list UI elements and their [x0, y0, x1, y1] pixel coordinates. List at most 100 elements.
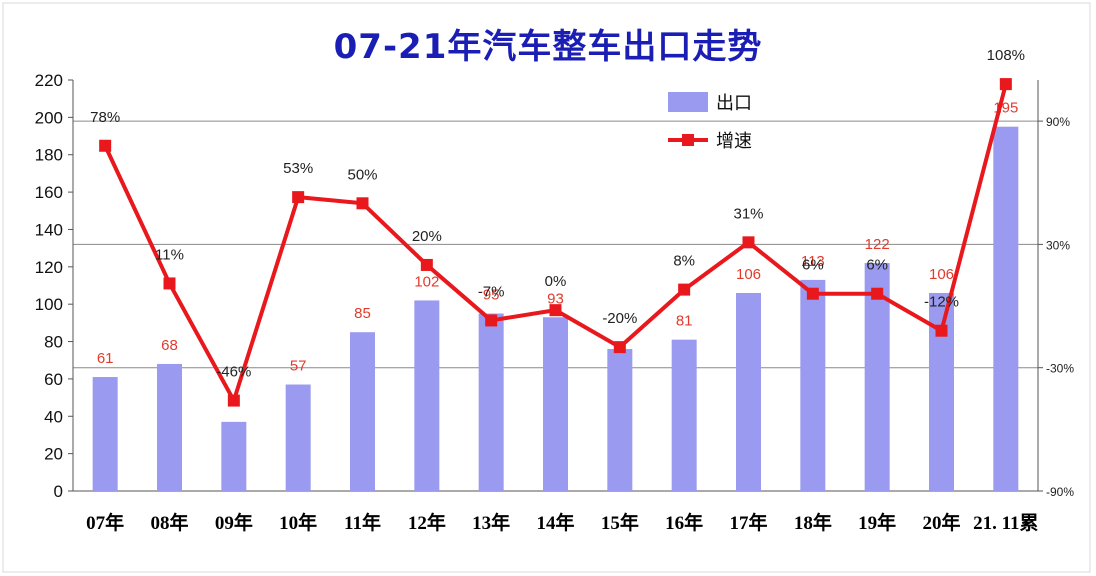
left-tick-label: 120: [35, 258, 63, 277]
bar-value-label: 106: [929, 266, 954, 283]
bar-value-label: 57: [290, 358, 307, 375]
line-marker: [292, 191, 305, 204]
line-marker: [935, 324, 948, 337]
right-tick-label: 30%: [1046, 238, 1070, 252]
category-label: 18年: [794, 511, 832, 534]
line-value-label: 31%: [733, 205, 763, 222]
bar-value-label: 95: [483, 287, 500, 304]
left-tick-label: 220: [35, 71, 63, 90]
line-marker: [227, 394, 240, 407]
line-marker: [356, 197, 369, 210]
bar: [221, 421, 247, 491]
bar-value-label: 106: [736, 266, 761, 283]
category-label: 17年: [729, 511, 767, 534]
legend-swatch-bar: [668, 92, 708, 112]
left-axis: 0 20 40 60 80 100 120 140 160 180 200 220: [35, 71, 73, 501]
left-tick-label: 0: [54, 482, 63, 501]
category-axis: 07年 08年 09年 10年 11年 12年 13年 14年 15年 16年 17年 18年 19年 2…: [86, 511, 1038, 534]
left-tick-label: 200: [35, 108, 63, 127]
bar: [607, 349, 633, 491]
line-value-label: 78%: [90, 109, 120, 126]
right-tick-label: 90%: [1046, 115, 1070, 129]
bar: [157, 363, 182, 491]
category-label: 13年: [472, 511, 510, 534]
bar: [414, 300, 440, 491]
bar: [929, 292, 954, 491]
left-tick-label: 100: [35, 295, 63, 314]
category-label: 19年: [858, 511, 896, 534]
bar-value-label: 81: [676, 313, 693, 330]
bar: [864, 263, 890, 491]
line-value-label: -20%: [602, 310, 637, 327]
category-label: 09年: [215, 511, 253, 534]
line-marker: [999, 78, 1012, 91]
bar-value-label: 68: [161, 337, 178, 354]
line-series: [99, 78, 1012, 407]
line-marker: [806, 287, 819, 300]
category-label: 20年: [922, 511, 960, 534]
category-label: 07年: [86, 511, 124, 534]
category-label: 16年: [665, 511, 703, 534]
left-tick-label: 20: [44, 445, 63, 464]
right-axis: -90% -30% 30% 90%: [1038, 115, 1074, 499]
line-value-label: 6%: [802, 257, 824, 274]
bar-value-label: 122: [865, 236, 890, 253]
line-marker: [485, 314, 498, 327]
bar: [478, 313, 504, 491]
bar: [993, 126, 1019, 492]
category-label: 15年: [601, 511, 639, 534]
bar-value-label: 61: [97, 350, 114, 367]
bar-value-label: 93: [547, 290, 564, 307]
left-tick-label: 140: [35, 220, 63, 239]
category-label: 08年: [150, 511, 188, 534]
legend-marker: [682, 134, 694, 146]
line-marker: [420, 258, 433, 271]
category-label: 12年: [408, 511, 446, 534]
category-label: 10年: [279, 511, 317, 534]
line-value-label: -7%: [478, 283, 505, 300]
line-value-label: 8%: [673, 253, 695, 270]
left-tick-label: 160: [35, 183, 63, 202]
category-label: 14年: [536, 511, 574, 534]
line-marker: [99, 139, 112, 152]
bar-value-label: 102: [414, 273, 439, 290]
legend-label-bar: 出口: [716, 93, 752, 114]
line-value-label: 50%: [347, 166, 377, 183]
bar-value-label: 85: [354, 305, 371, 322]
line-marker: [613, 341, 626, 354]
chart-title: 07-21年汽车整车出口走势: [334, 27, 763, 67]
line-marker: [549, 304, 562, 317]
line-marker: [742, 236, 755, 249]
left-tick-label: 40: [44, 407, 63, 426]
line-value-label: 53%: [283, 160, 313, 177]
category-label: 11年: [344, 511, 381, 534]
bar-value-label: 113: [801, 253, 825, 270]
line-marker: [678, 283, 691, 296]
bar: [92, 377, 118, 491]
legend-label-line: 增速: [716, 131, 752, 152]
line-value-label: -46%: [216, 364, 251, 381]
line-marker: [871, 287, 884, 300]
right-tick-label: -90%: [1046, 485, 1074, 499]
line-value-label: -12%: [924, 294, 959, 311]
bar: [671, 339, 697, 491]
line-marker: [163, 277, 176, 290]
left-tick-label: 80: [44, 333, 63, 352]
right-tick-label: -30%: [1046, 362, 1074, 376]
line-value-label: 108%: [987, 47, 1025, 64]
line-value-label: 11%: [155, 246, 184, 263]
bar: [736, 292, 761, 491]
bar: [350, 332, 375, 491]
bar: [285, 384, 311, 491]
bar: [800, 279, 826, 491]
left-tick-label: 60: [44, 370, 63, 389]
category-label: 21. 11累: [973, 512, 1038, 534]
bar: [543, 317, 568, 491]
left-tick-label: 180: [35, 146, 63, 165]
line-value-label: 6%: [866, 257, 888, 274]
line-value-labels: 78% 11% -46% 53% 50% 20% -7% 0% -20% 8% 31% 6% 6% -12…: [90, 47, 1025, 380]
